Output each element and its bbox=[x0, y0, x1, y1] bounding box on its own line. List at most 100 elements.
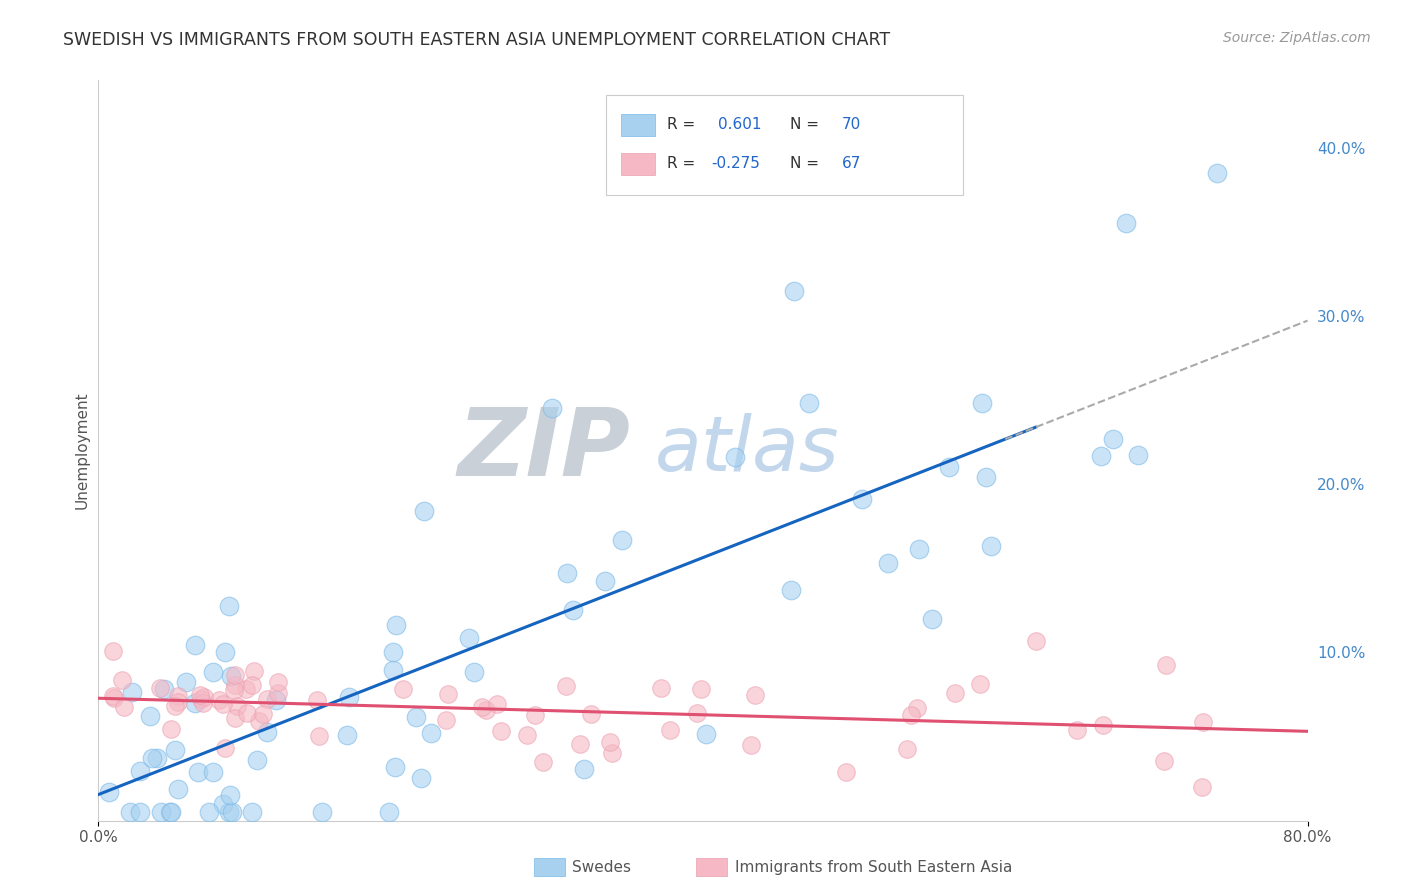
Text: Immigrants from South Eastern Asia: Immigrants from South Eastern Asia bbox=[735, 860, 1012, 874]
Point bbox=[224, 668, 246, 682]
Point bbox=[1024, 633, 1046, 648]
Point bbox=[1066, 723, 1088, 737]
Point bbox=[336, 728, 359, 742]
Text: 0.601: 0.601 bbox=[717, 117, 761, 132]
Point bbox=[160, 722, 183, 736]
Point bbox=[148, 681, 170, 696]
Point bbox=[224, 677, 246, 691]
Point bbox=[908, 542, 931, 557]
Point bbox=[149, 805, 172, 820]
Text: 70: 70 bbox=[842, 117, 862, 132]
Point bbox=[896, 742, 918, 756]
Point bbox=[111, 673, 134, 687]
Point bbox=[382, 645, 405, 659]
Point bbox=[98, 785, 121, 799]
Point bbox=[305, 693, 328, 707]
Point bbox=[524, 708, 547, 723]
Point bbox=[226, 699, 249, 714]
Bar bbox=[621, 113, 655, 136]
Point bbox=[385, 617, 408, 632]
Point bbox=[555, 679, 578, 693]
Point bbox=[187, 764, 209, 779]
Text: R =: R = bbox=[666, 117, 700, 132]
Text: Swedes: Swedes bbox=[572, 860, 631, 874]
Point bbox=[420, 725, 443, 739]
Point bbox=[489, 724, 512, 739]
Point bbox=[219, 669, 242, 683]
Point bbox=[475, 703, 498, 717]
Point bbox=[311, 805, 333, 820]
Point bbox=[190, 688, 212, 702]
Point bbox=[938, 460, 960, 475]
Point bbox=[851, 491, 873, 506]
Point bbox=[1126, 448, 1149, 462]
Point bbox=[724, 450, 747, 464]
Point bbox=[201, 665, 224, 679]
Point bbox=[900, 708, 922, 723]
Point bbox=[599, 735, 621, 749]
Point bbox=[256, 725, 278, 739]
Point bbox=[184, 696, 207, 710]
Point bbox=[167, 689, 190, 703]
Point bbox=[1115, 216, 1137, 230]
Point bbox=[581, 706, 603, 721]
Point bbox=[384, 760, 406, 774]
Point bbox=[120, 805, 142, 820]
Text: N =: N = bbox=[790, 117, 824, 132]
Point bbox=[212, 698, 235, 712]
Point bbox=[572, 762, 595, 776]
Point bbox=[153, 682, 176, 697]
Point bbox=[382, 663, 405, 677]
Point bbox=[165, 742, 187, 756]
Point bbox=[974, 469, 997, 483]
Text: SWEDISH VS IMMIGRANTS FROM SOUTH EASTERN ASIA UNEMPLOYMENT CORRELATION CHART: SWEDISH VS IMMIGRANTS FROM SOUTH EASTERN… bbox=[63, 31, 890, 49]
Point bbox=[1156, 658, 1178, 673]
Point bbox=[943, 686, 966, 700]
Point bbox=[208, 693, 231, 707]
Point bbox=[540, 401, 562, 416]
Point bbox=[218, 599, 240, 613]
Point bbox=[236, 706, 259, 721]
Y-axis label: Unemployment: Unemployment bbox=[75, 392, 90, 509]
Point bbox=[267, 675, 290, 690]
Point bbox=[252, 706, 274, 721]
Text: N =: N = bbox=[790, 156, 824, 171]
Point bbox=[240, 678, 263, 692]
Point bbox=[218, 805, 240, 820]
Point bbox=[121, 685, 143, 699]
Point bbox=[531, 756, 554, 770]
Point bbox=[222, 682, 245, 697]
Point bbox=[377, 805, 399, 820]
Point bbox=[463, 665, 485, 679]
Point bbox=[650, 681, 672, 695]
Point bbox=[405, 709, 427, 723]
Point bbox=[167, 695, 190, 709]
Point bbox=[202, 765, 225, 780]
Point bbox=[458, 631, 481, 645]
Point bbox=[218, 789, 240, 803]
Point bbox=[191, 697, 214, 711]
Text: atlas: atlas bbox=[655, 414, 839, 487]
Point bbox=[1153, 754, 1175, 768]
Point bbox=[690, 681, 713, 696]
Point bbox=[174, 674, 197, 689]
Point bbox=[593, 574, 616, 589]
Point bbox=[969, 677, 991, 691]
Text: Source: ZipAtlas.com: Source: ZipAtlas.com bbox=[1223, 31, 1371, 45]
Point bbox=[783, 284, 806, 298]
Point bbox=[835, 764, 858, 779]
Point bbox=[221, 805, 243, 820]
Point bbox=[266, 693, 288, 707]
Point bbox=[224, 711, 246, 725]
Point bbox=[214, 645, 236, 659]
Point bbox=[337, 690, 360, 704]
Point bbox=[193, 690, 215, 704]
Point bbox=[600, 746, 623, 760]
Point bbox=[561, 603, 583, 617]
Point bbox=[1191, 714, 1213, 729]
Point bbox=[437, 687, 460, 701]
Point bbox=[141, 751, 163, 765]
Point bbox=[243, 664, 266, 678]
Point bbox=[409, 771, 432, 785]
FancyBboxPatch shape bbox=[606, 95, 963, 195]
